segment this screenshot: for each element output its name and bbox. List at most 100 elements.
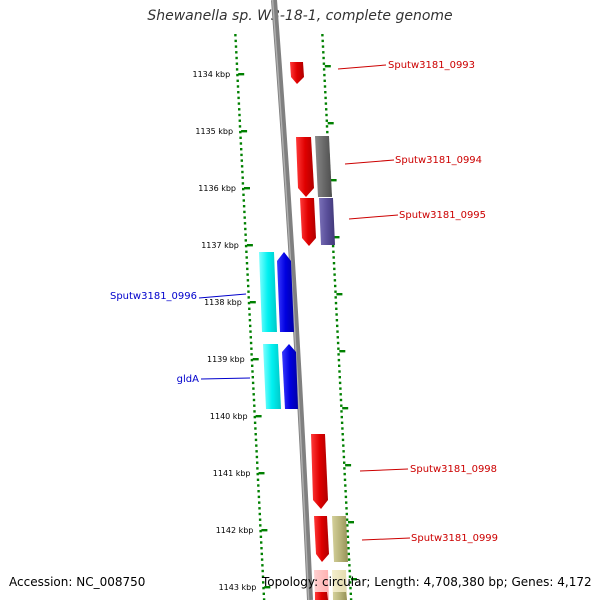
ruler-dot [346,529,349,533]
ruler-dot [246,279,250,282]
ruler-dot [336,336,339,339]
tick-label: 1136 kbp [198,184,236,193]
gene-label-sputw3181-0994[interactable]: Sputw3181_0994 [395,155,482,166]
gene-sputw3181-0994[interactable] [296,137,314,197]
ruler-dot [324,91,327,94]
ruler-dot [340,421,344,424]
ruler-dot [247,301,251,305]
ruler-dot [340,410,343,413]
ruler-dot [349,598,353,600]
ruler-dot [254,438,258,442]
ruler-dot [348,569,351,573]
ruler-dot [260,552,263,556]
ruler-major-tick [345,464,352,467]
ruler-dot [260,558,264,561]
ruler-major-tick [238,73,245,76]
ruler-dot [256,472,259,476]
ruler-dot [342,450,345,453]
ruler-major-tick [339,350,346,353]
gene-sputw3181-0993[interactable] [290,62,304,84]
ruler-dot [251,381,255,385]
ruler-dot [250,358,254,362]
ruler-dot [252,393,255,396]
ruler-dot [260,541,263,544]
tick-label: 1143 kbp [219,583,257,592]
ruler-dot [346,524,349,527]
ruler-dot [255,450,258,453]
feature-glda-product [263,344,281,409]
ruler-dot [258,512,261,516]
ruler-major-tick [255,415,262,418]
ruler-dot [336,341,340,345]
gene-label-sputw3181-0998[interactable]: Sputw3181_0998 [410,464,497,475]
ruler-dot [340,404,343,407]
ruler-dot [343,461,346,464]
ruler-dot [340,415,343,419]
feature-bottom-cream [332,570,347,600]
gene-glda[interactable] [282,344,298,409]
ruler-dot [245,256,248,259]
ruler-dot [334,296,337,299]
gene-sputw3181-0999[interactable] [314,516,329,562]
ruler-dot [347,552,350,556]
ruler-dot [235,51,238,54]
ruler-dot [234,34,237,37]
ruler-dot [243,210,246,214]
tick-label: 1142 kbp [216,526,254,535]
ruler-dot [260,547,263,550]
ruler-dot [251,370,254,373]
ruler-dot [323,73,326,77]
gene-label-sputw3181-0993[interactable]: Sputw3181_0993 [388,60,475,71]
gene-labels: Sputw3181_0993 Sputw3181_0994 Sputw3181_… [110,60,498,544]
ruler-dot [258,507,261,510]
ruler-dot [345,512,348,516]
ruler-dot [322,56,325,60]
ruler-dot [249,336,252,339]
ruler-dot [346,535,350,538]
ruler-dot [349,586,352,590]
ruler-dot [324,102,328,105]
gene-sputw3181-0998[interactable] [311,434,328,509]
gene-sputw3181-0995[interactable] [300,198,316,246]
ruler-dot [325,125,329,128]
tick-label: 1137 kbp [201,241,239,250]
gene-label-glda[interactable]: gldA [177,374,199,385]
ruler-dot [335,313,338,316]
gene-label-sputw3181-0996[interactable]: Sputw3181_0996 [110,291,197,302]
ruler-dot [339,398,343,402]
coordinate-ticks: 1134 kbp 1135 kbp 1136 kbp 1137 kbp 1138 kbp… [192,70,256,592]
ruler-dot [247,296,250,299]
gene-sputw3181-0996[interactable] [277,252,294,332]
ruler-dot [334,301,338,305]
ruler-dot [341,438,345,442]
ruler-dot [247,290,250,293]
ruler-dot [256,467,259,470]
ruler-major-tick [261,529,268,532]
ruler-dot [321,34,324,37]
ruler-dot [239,142,243,145]
ruler-dot [243,216,246,219]
ruler-major-tick [246,244,253,247]
ruler-major-tick [258,472,265,475]
ruler-dot [261,564,264,567]
ruler-dot [339,387,342,390]
ruler-dot [248,319,252,322]
ruler-dot [241,176,244,179]
gene-label-sputw3181-0995[interactable]: Sputw3181_0995 [399,210,486,221]
ruler-dot [251,364,254,367]
ruler-major-tick [336,293,343,296]
ruler-dot [348,564,351,567]
gene-label-sputw3181-0999[interactable]: Sputw3181_0999 [411,533,498,544]
ruler-dot [337,353,340,356]
ruler-major-tick [350,578,357,581]
ruler-dot [236,85,240,88]
ruler-dot [238,108,241,111]
ruler-major-tick [327,122,334,125]
ruler-dot [242,187,245,191]
ruler-dot [332,262,336,265]
ruler-dot [341,433,344,436]
right-ruler-track [321,34,357,600]
ruler-dot [240,159,243,162]
tick-label: 1134 kbp [192,70,230,79]
ruler-dot [344,490,347,493]
